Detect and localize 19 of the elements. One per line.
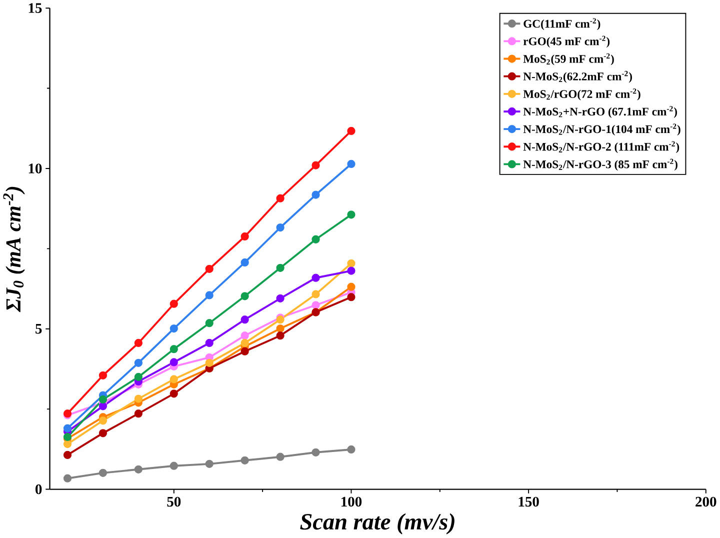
legend-label: N-MoS$_{2}$/N-rGO-2 (111mF cm$^{-2}$) [523,141,680,154]
legend-label: N-MoS$_{2}$/N-rGO-3 (85 mF cm$^{-2}$) [523,159,678,171]
legend-label: GC(11mF cm$^{-2}$) [524,18,600,30]
x-tick-label: 100 [342,497,362,507]
legend-label: N-MoS$_{2}$/N-rGO-1(104 mF cm$^{-2}$) [523,124,680,136]
legend-label: MoS$_{2}$/rGO(72 mF cm$^{-2}$) [523,88,640,101]
legend-label: N-MoS$_{2}$+N-rGO (67.1mF cm$^{-2}$) [523,106,677,118]
x-axis-title: Scan rate (mv/s) [300,513,454,535]
y-tick-label: 10 [28,164,42,174]
legend-label: MoS$_{2}$(59 mF cm$^{-2}$) [523,54,614,66]
y-tick-label: 0 [36,484,42,494]
x-tick-label: 200 [696,497,716,507]
legend-label: rGO(45 mF cm$^{-2}$) [523,36,610,48]
x-tick-label: 150 [518,497,539,507]
y-tick-label: 15 [28,3,42,14]
x-tick-label: 50 [167,497,181,507]
legend-label: N-MoS$_{2}$(62.2mF cm$^{-2}$) [523,71,632,83]
y-axis-title: ΣJ$_{0}$ (mA cm$^{-2}$) [3,187,25,312]
y-tick-label: 5 [36,324,42,334]
